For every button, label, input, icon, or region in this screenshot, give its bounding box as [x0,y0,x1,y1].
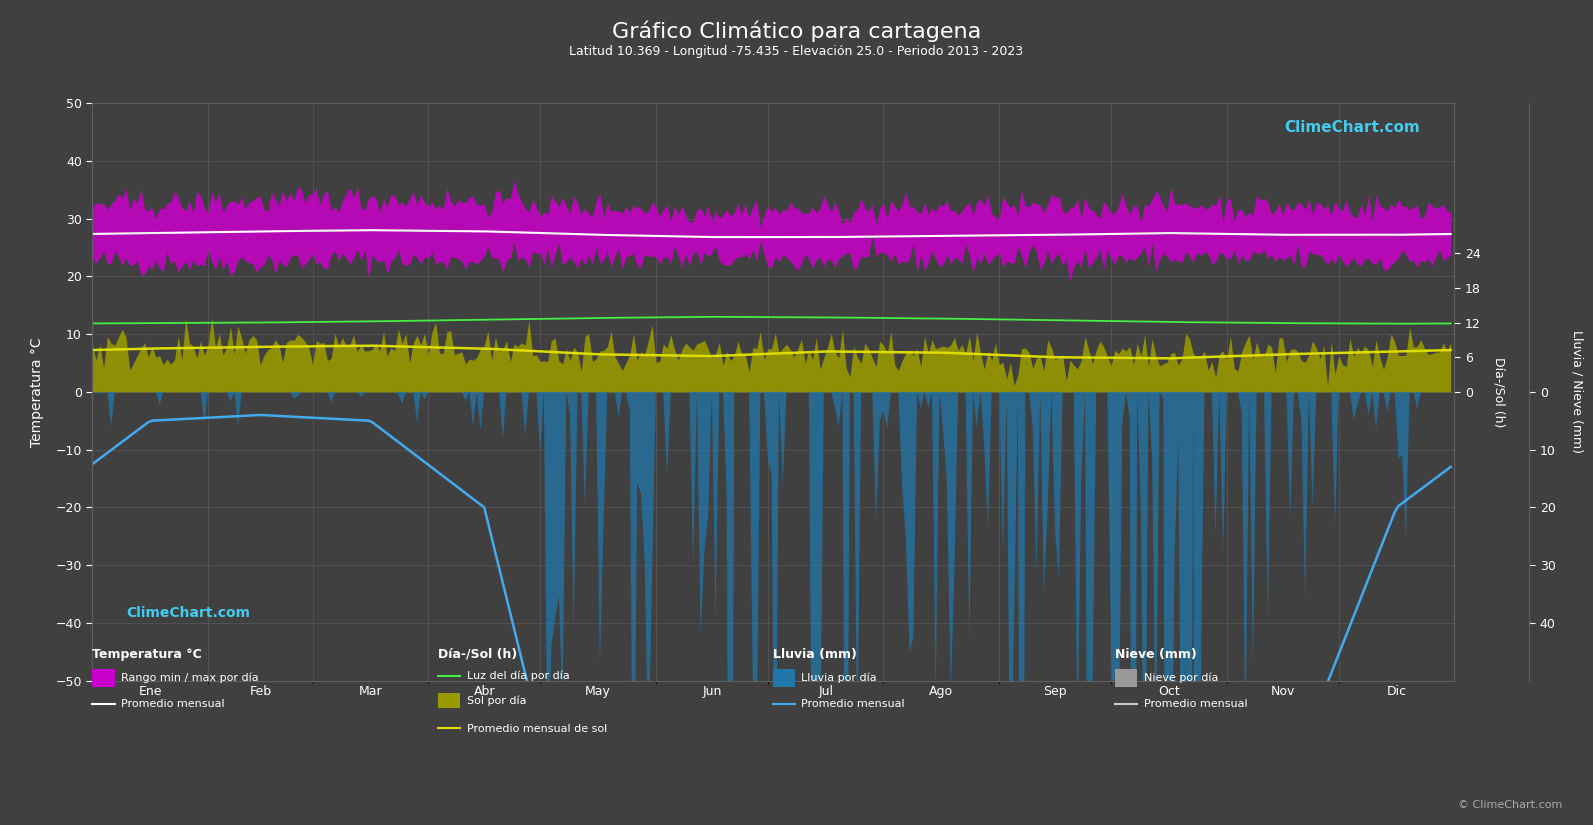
Text: Promedio mensual de sol: Promedio mensual de sol [467,724,607,733]
Text: ClimeChart.com: ClimeChart.com [1284,120,1421,135]
Text: Sol por día: Sol por día [467,695,526,705]
Text: Promedio mensual: Promedio mensual [1144,699,1247,709]
Y-axis label: Día-/Sol (h): Día-/Sol (h) [1493,356,1505,427]
Text: Día-/Sol (h): Día-/Sol (h) [438,648,518,661]
Text: Gráfico Climático para cartagena: Gráfico Climático para cartagena [612,21,981,42]
Y-axis label: Temperatura °C: Temperatura °C [30,337,45,446]
Text: © ClimeChart.com: © ClimeChart.com [1458,800,1563,810]
Y-axis label: Lluvia / Nieve (mm): Lluvia / Nieve (mm) [1571,330,1583,454]
Text: Temperatura °C: Temperatura °C [92,648,202,661]
Text: Promedio mensual: Promedio mensual [121,699,225,709]
Text: Rango min / max por día: Rango min / max por día [121,672,258,682]
Text: Lluvia por día: Lluvia por día [801,672,876,682]
Text: Latitud 10.369 - Longitud -75.435 - Elevación 25.0 - Periodo 2013 - 2023: Latitud 10.369 - Longitud -75.435 - Elev… [569,45,1024,59]
Text: Nieve por día: Nieve por día [1144,672,1219,682]
Text: Luz del día por día: Luz del día por día [467,671,570,681]
Text: Promedio mensual: Promedio mensual [801,699,905,709]
Text: Lluvia (mm): Lluvia (mm) [773,648,857,661]
Text: Nieve (mm): Nieve (mm) [1115,648,1196,661]
Text: ClimeChart.com: ClimeChart.com [126,606,250,620]
